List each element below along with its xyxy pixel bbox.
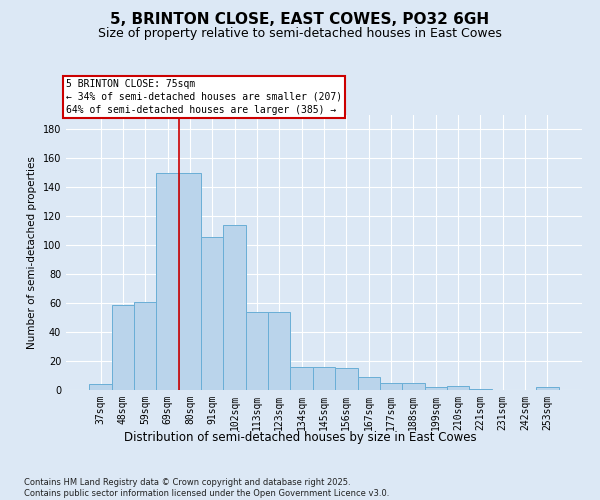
Bar bbox=[201, 236, 223, 390]
Bar bbox=[425, 387, 447, 390]
Bar bbox=[89, 384, 112, 390]
Bar bbox=[179, 173, 201, 390]
Text: Size of property relative to semi-detached houses in East Cowes: Size of property relative to semi-detach… bbox=[98, 28, 502, 40]
Bar bbox=[469, 388, 491, 390]
Bar bbox=[335, 368, 358, 390]
Bar bbox=[134, 302, 157, 390]
Bar bbox=[536, 387, 559, 390]
Bar bbox=[402, 383, 425, 390]
Text: Contains HM Land Registry data © Crown copyright and database right 2025.
Contai: Contains HM Land Registry data © Crown c… bbox=[24, 478, 389, 498]
Text: 5 BRINTON CLOSE: 75sqm
← 34% of semi-detached houses are smaller (207)
64% of se: 5 BRINTON CLOSE: 75sqm ← 34% of semi-det… bbox=[66, 78, 342, 115]
Bar bbox=[447, 386, 469, 390]
Bar bbox=[223, 225, 246, 390]
Y-axis label: Number of semi-detached properties: Number of semi-detached properties bbox=[27, 156, 37, 349]
Text: Distribution of semi-detached houses by size in East Cowes: Distribution of semi-detached houses by … bbox=[124, 431, 476, 444]
Bar bbox=[112, 304, 134, 390]
Bar bbox=[313, 367, 335, 390]
Bar bbox=[246, 312, 268, 390]
Bar bbox=[290, 367, 313, 390]
Text: 5, BRINTON CLOSE, EAST COWES, PO32 6GH: 5, BRINTON CLOSE, EAST COWES, PO32 6GH bbox=[110, 12, 490, 28]
Bar bbox=[157, 173, 179, 390]
Bar bbox=[268, 312, 290, 390]
Bar bbox=[380, 383, 402, 390]
Bar bbox=[358, 377, 380, 390]
